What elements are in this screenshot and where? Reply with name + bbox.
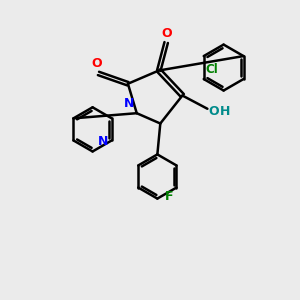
Text: H: H — [220, 105, 230, 118]
Text: Cl: Cl — [205, 63, 218, 76]
Text: F: F — [165, 190, 173, 203]
Text: O: O — [208, 105, 219, 118]
Text: N: N — [123, 97, 134, 110]
Text: O: O — [92, 57, 102, 70]
Text: O: O — [161, 27, 172, 40]
Text: N: N — [98, 134, 108, 148]
